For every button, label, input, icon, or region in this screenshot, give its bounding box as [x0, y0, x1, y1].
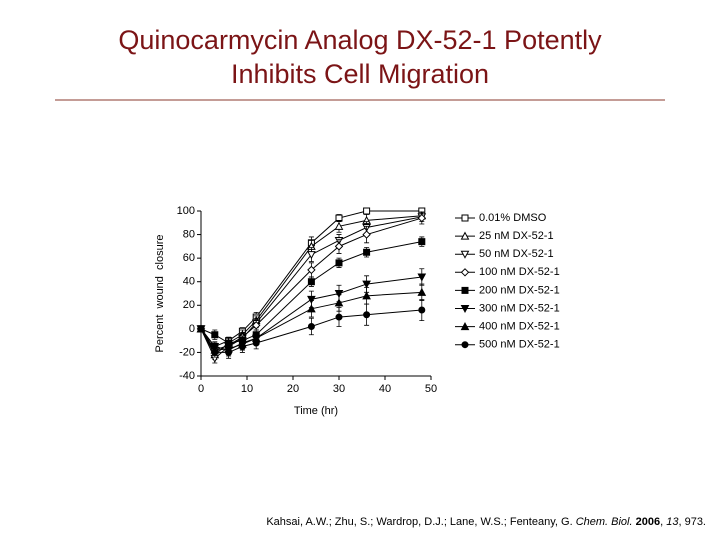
legend-marker: [460, 305, 470, 314]
marker: [334, 290, 344, 299]
legend-marker: [461, 286, 469, 294]
x-tick-label: 40: [379, 383, 391, 395]
y-tick-label: 60: [183, 252, 195, 264]
chart: -40 -20 0 20 40 60 80 100 0 10 20 30 40 50 Time (hr) Pe…: [154, 205, 560, 417]
legend-marker: [460, 268, 470, 277]
marker: [211, 348, 219, 356]
marker: [307, 295, 316, 304]
legend-label: 25 nM DX-52-1: [479, 230, 554, 242]
citation: Kahsai, A.W.; Zhu, S.; Wardrop, D.J.; La…: [266, 516, 706, 528]
marker: [335, 313, 343, 321]
marker: [417, 213, 427, 223]
marker: [363, 311, 371, 319]
marker: [334, 242, 344, 251]
legend-label: 400 nM DX-52-1: [479, 321, 560, 333]
x-axis-label: Time (hr): [294, 405, 338, 417]
marker: [252, 339, 260, 347]
marker: [362, 230, 371, 239]
slide-title: Inhibits Cell Migration: [231, 59, 489, 89]
marker: [362, 291, 371, 300]
legend-marker: [461, 214, 469, 222]
legend-marker: [460, 322, 470, 331]
marker: [362, 280, 371, 289]
legend-label: 0.01% DMSO: [479, 212, 547, 224]
x-tick-label: 30: [333, 383, 345, 395]
y-tick-label: -20: [179, 346, 195, 358]
marker: [307, 304, 316, 313]
marker: [417, 273, 427, 282]
marker: [307, 265, 316, 275]
legend-label: 100 nM DX-52-1: [479, 266, 560, 278]
marker: [197, 325, 205, 333]
y-tick-label: 20: [183, 299, 195, 311]
marker: [363, 248, 371, 256]
y-tick-label: -40: [179, 370, 195, 382]
legend-marker: [460, 231, 470, 240]
citation-part: Chem. Biol.: [576, 516, 633, 528]
marker: [334, 221, 344, 230]
y-axis-label: Percent wound closure: [154, 234, 166, 352]
legend-label: 300 nM DX-52-1: [479, 302, 560, 314]
x-tick-label: 10: [241, 383, 253, 395]
x-tick-label: 0: [198, 383, 204, 395]
legend-marker: [461, 341, 469, 349]
marker: [418, 306, 426, 314]
citation-part: ,: [660, 516, 666, 528]
legend-marker: [460, 250, 470, 259]
citation-part: , 973.: [678, 516, 706, 528]
marker: [225, 348, 233, 356]
slide-title: Quinocarmycin Analog DX-52-1 Potently: [118, 25, 602, 55]
marker: [418, 238, 426, 246]
citation-part: 13: [666, 516, 679, 528]
legend-label: 200 nM DX-52-1: [479, 284, 560, 296]
x-tick-label: 50: [425, 383, 437, 395]
y-tick-label: 100: [177, 205, 195, 217]
citation-part: Kahsai, A.W.; Zhu, S.; Wardrop, D.J.; La…: [266, 516, 575, 528]
marker: [251, 321, 261, 330]
marker: [335, 259, 343, 267]
x-tick-label: 20: [287, 383, 299, 395]
y-tick-label: 40: [183, 276, 195, 288]
marker: [307, 323, 315, 330]
y-tick-label: 0: [189, 323, 195, 335]
marker: [307, 278, 315, 286]
marker: [363, 207, 371, 215]
marker: [211, 331, 219, 339]
citation-part: 2006: [636, 516, 660, 528]
marker: [238, 343, 246, 351]
y-tick-label: 80: [183, 228, 195, 240]
legend-label: 50 nM DX-52-1: [479, 248, 554, 260]
marker: [334, 298, 344, 307]
marker: [307, 251, 316, 260]
legend-label: 500 nM DX-52-1: [479, 339, 560, 351]
marker: [417, 287, 427, 296]
